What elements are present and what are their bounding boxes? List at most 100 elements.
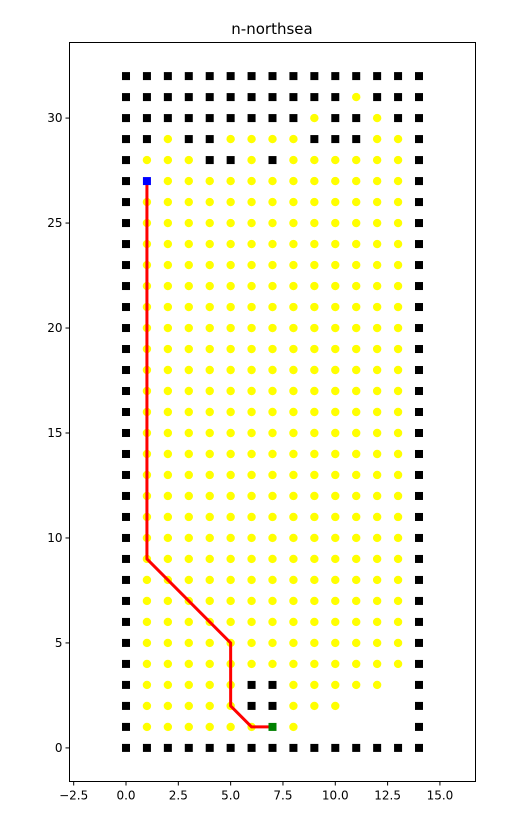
free-cell-point (331, 491, 340, 501)
wall-cell-point (373, 743, 382, 752)
free-cell-point (331, 344, 340, 354)
free-cell-point (372, 575, 382, 585)
free-cell-point (184, 176, 193, 186)
free-cell-point (163, 281, 173, 291)
free-cell-point (393, 302, 403, 312)
free-cell-point (268, 659, 277, 669)
free-cell-point (163, 302, 173, 312)
wall-cell-point (414, 366, 423, 375)
start-marker (142, 177, 151, 186)
wall-cell-point (122, 198, 131, 207)
free-cell-point (142, 596, 152, 606)
wall-cell-point (122, 72, 131, 81)
wall-cell-point (122, 722, 131, 731)
wall-cell-point (122, 156, 131, 165)
wall-cell-point (414, 198, 423, 207)
free-cell-point (247, 260, 256, 270)
free-cell-point (184, 449, 193, 459)
free-cell-point (352, 197, 361, 207)
wall-cell-point (122, 470, 131, 479)
free-cell-point (310, 512, 319, 522)
wall-cell-point (414, 575, 423, 584)
wall-cell-point (310, 72, 319, 81)
free-cell-point (226, 302, 235, 312)
free-cell-point (331, 302, 340, 312)
wall-cell-point (122, 638, 131, 647)
free-cell-point (184, 365, 193, 375)
wall-cell-point (331, 135, 340, 144)
free-cell-point (226, 323, 235, 333)
free-cell-point (184, 386, 193, 396)
free-cell-point (268, 386, 277, 396)
wall-cell-point (394, 743, 403, 752)
free-cell-point (184, 197, 193, 207)
free-cell-point (310, 491, 319, 501)
free-cell-point (372, 470, 382, 480)
free-cell-point (163, 428, 173, 438)
free-cell-point (393, 533, 403, 543)
free-cell-point (372, 680, 382, 690)
free-cell-point (289, 281, 298, 291)
free-cell-point (226, 428, 235, 438)
free-cell-point (331, 512, 340, 522)
free-cell-point (352, 596, 361, 606)
wall-cell-point (289, 743, 298, 752)
free-cell-point (352, 302, 361, 312)
free-cell-point (268, 617, 277, 627)
free-cell-point (393, 323, 403, 333)
wall-cell-point (414, 722, 423, 731)
free-cell-point (205, 260, 214, 270)
free-cell-point (331, 701, 340, 711)
wall-cell-point (331, 72, 340, 81)
free-cell-point (289, 512, 298, 522)
free-cell-point (331, 449, 340, 459)
free-cell-point (310, 344, 319, 354)
free-cell-point (393, 659, 403, 669)
free-cell-point (310, 533, 319, 543)
wall-cell-point (205, 72, 214, 81)
free-cell-point (184, 428, 193, 438)
free-cell-point (352, 155, 361, 165)
free-cell-point (372, 407, 382, 417)
wall-cell-point (414, 470, 423, 479)
free-cell-point (331, 176, 340, 186)
free-cell-point (289, 239, 298, 249)
free-cell-point (163, 722, 173, 732)
wall-cell-point (226, 93, 235, 102)
free-cell-point (205, 428, 214, 438)
wall-cell-point (226, 114, 235, 123)
free-cell-point (205, 554, 214, 564)
free-cell-point (268, 323, 277, 333)
free-cell-point (247, 134, 256, 144)
free-cell-point (205, 680, 214, 690)
free-cell-point (184, 260, 193, 270)
plot-frame (69, 42, 476, 782)
wall-cell-point (184, 135, 193, 144)
free-cell-point (205, 722, 214, 732)
wall-cell-point (142, 114, 151, 123)
wall-cell-point (226, 156, 235, 165)
free-cell-point (226, 617, 235, 627)
free-cell-point (393, 596, 403, 606)
free-cell-point (331, 407, 340, 417)
wall-cell-point (184, 72, 193, 81)
free-cell-point (331, 680, 340, 690)
free-cell-point (226, 554, 235, 564)
free-cell-point (352, 470, 361, 480)
free-cell-point (393, 239, 403, 249)
free-cell-point (163, 176, 173, 186)
free-cell-point (331, 218, 340, 228)
free-cell-point (184, 575, 193, 585)
free-cell-point (163, 365, 173, 375)
wall-cell-point (247, 701, 256, 710)
free-cell-point (226, 386, 235, 396)
goal-marker (268, 722, 277, 731)
free-cell-point (310, 680, 319, 690)
wall-cell-point (122, 617, 131, 626)
wall-cell-point (122, 659, 131, 668)
free-cell-point (226, 533, 235, 543)
free-cell-point (393, 554, 403, 564)
wall-cell-point (414, 701, 423, 710)
free-cell-point (247, 491, 256, 501)
